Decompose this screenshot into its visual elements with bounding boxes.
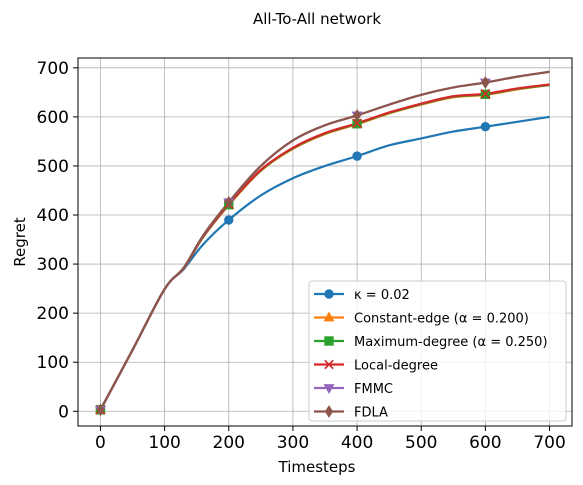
legend-marker-4 bbox=[323, 384, 335, 395]
y-tick-label: 700 bbox=[37, 59, 69, 79]
y-tick-label: 200 bbox=[37, 304, 69, 324]
legend-label-0: κ = 0.02 bbox=[354, 288, 410, 303]
x-tick-label: 200 bbox=[213, 433, 245, 453]
legend-marker-3 bbox=[324, 359, 334, 370]
y-tick-label: 0 bbox=[58, 402, 69, 422]
plot-frame bbox=[77, 57, 573, 427]
data-point-5 bbox=[96, 403, 105, 417]
legend-label-5: FDLA bbox=[354, 406, 388, 421]
legend-marker-2 bbox=[324, 336, 334, 346]
legend-marker-1 bbox=[323, 311, 335, 322]
x-tick-label: 500 bbox=[405, 433, 437, 453]
legend-label-3: Local-degree bbox=[354, 359, 438, 374]
series-lines bbox=[99, 70, 550, 411]
series-markers bbox=[94, 76, 491, 417]
x-tick-label: 100 bbox=[148, 433, 180, 453]
data-point-0 bbox=[480, 121, 491, 132]
x-tick-label: 600 bbox=[469, 433, 501, 453]
legend-marker-5 bbox=[324, 405, 334, 418]
x-tick-label: 300 bbox=[277, 433, 309, 453]
data-point-5 bbox=[352, 109, 362, 122]
legend-label-4: FMMC bbox=[354, 382, 393, 397]
legend-label-2: Maximum-degree (α = 0.250) bbox=[354, 335, 548, 350]
data-point-3 bbox=[352, 118, 362, 129]
x-tick-label: 700 bbox=[533, 433, 565, 453]
data-point-5 bbox=[481, 76, 490, 89]
legend-frame bbox=[308, 280, 567, 422]
legend-marker-0 bbox=[324, 289, 334, 299]
y-axis-label: Regret bbox=[11, 217, 29, 267]
data-point-3 bbox=[480, 89, 491, 99]
x-axis-label: Timesteps bbox=[278, 458, 356, 476]
legend-label-1: Constant-edge (α = 0.200) bbox=[354, 312, 529, 327]
y-tick-label: 400 bbox=[37, 206, 69, 226]
y-tick-label: 500 bbox=[37, 157, 69, 177]
y-tick-label: 300 bbox=[37, 255, 69, 275]
y-axis: 0 100 200 300 400 500 600 700 bbox=[37, 59, 78, 422]
chart-title: All-To-All network bbox=[253, 10, 381, 28]
y-tick-label: 100 bbox=[37, 353, 69, 373]
y-tick-label: 600 bbox=[37, 108, 69, 128]
series-line-5 bbox=[99, 70, 550, 411]
data-point-5 bbox=[224, 195, 233, 209]
x-tick-label: 400 bbox=[341, 433, 373, 453]
x-axis: 0 100 200 300 400 500 600 700 bbox=[95, 426, 566, 453]
data-point-0 bbox=[352, 151, 362, 161]
data-point-0 bbox=[224, 215, 234, 225]
legend: κ = 0.02 Constant-edge (α = 0.200) Maximum… bbox=[308, 280, 567, 422]
x-tick-label: 0 bbox=[95, 433, 106, 453]
